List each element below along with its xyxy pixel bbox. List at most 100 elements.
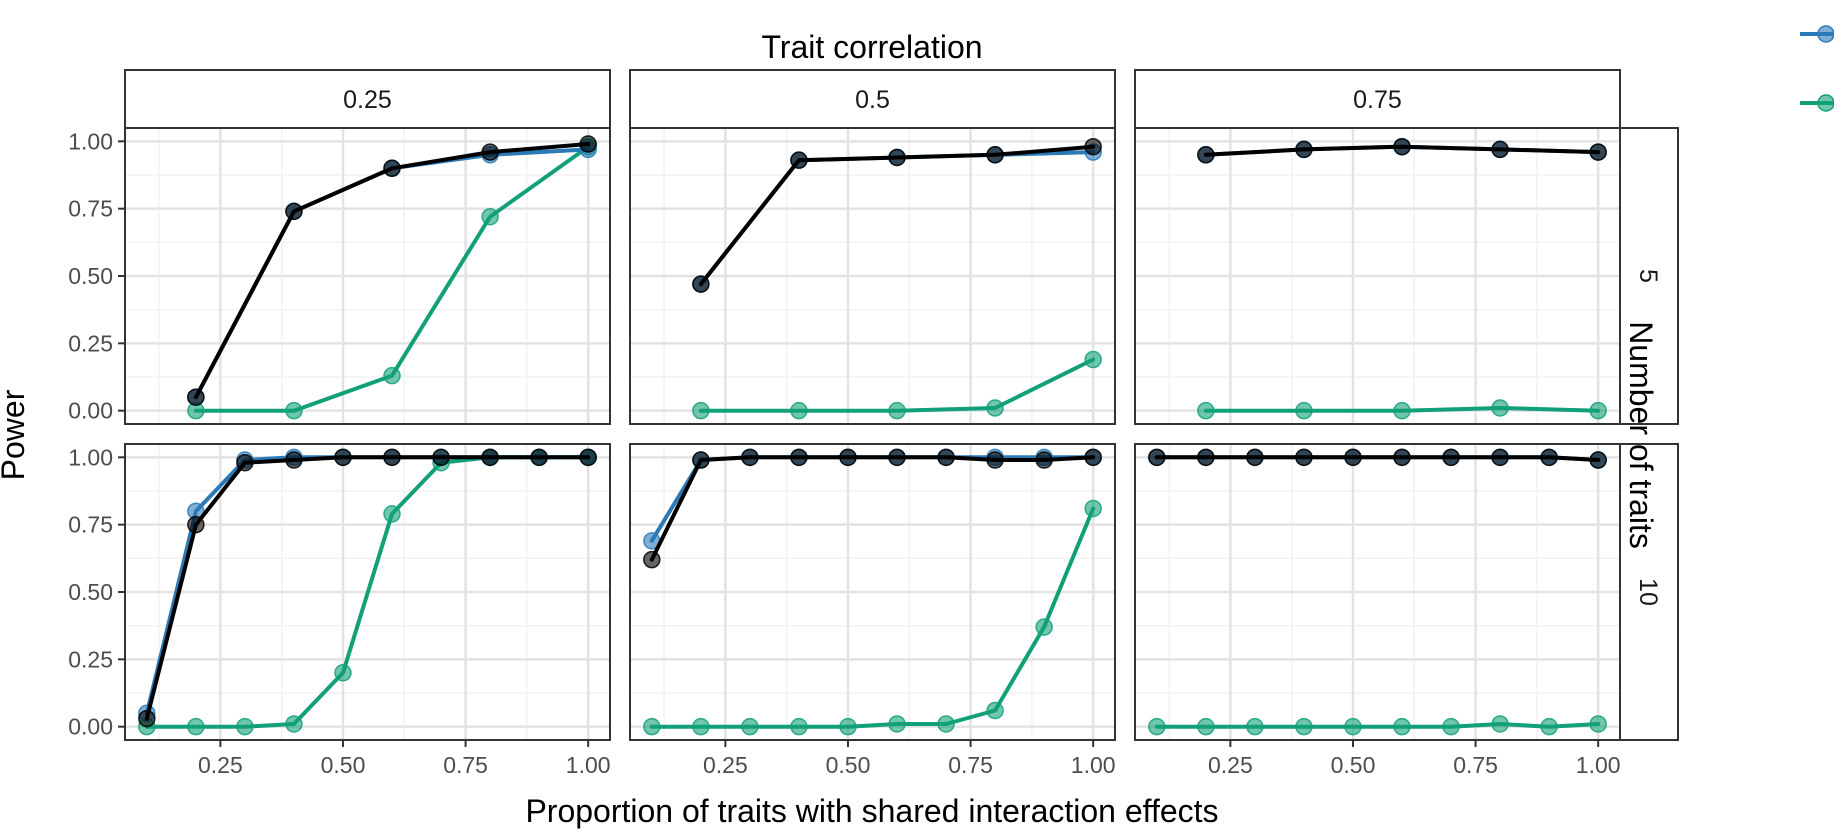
series-point-black: [530, 448, 548, 467]
facet-row-title: Number of traits: [1623, 321, 1659, 549]
series-line-blue: [144, 455, 591, 716]
series-point-green: [937, 715, 955, 733]
series-point-black: [790, 448, 808, 467]
series-point-green: [1491, 715, 1509, 733]
series-point-green: [383, 505, 401, 523]
series-point-black: [986, 146, 1004, 164]
series-point-black: [888, 148, 906, 167]
column-strip: [124, 69, 611, 129]
series-point-black: [1491, 448, 1509, 467]
series-point-black: [1589, 451, 1607, 469]
series-point-black: [187, 388, 205, 406]
series-point-green: [1197, 401, 1215, 420]
series-point-green: [986, 701, 1004, 720]
series-point-black: [692, 275, 710, 293]
x-tick-label: 1.00: [566, 752, 611, 778]
series-point-black: [579, 135, 597, 153]
y-tick-label: 0.50: [68, 579, 113, 605]
series-point-black: [1084, 137, 1102, 156]
series-point-black: [1540, 448, 1558, 467]
y-tick-label: 1.00: [68, 444, 113, 470]
series-point-black: [138, 709, 156, 728]
series-point-black: [1491, 140, 1509, 159]
series-point-green: [285, 715, 303, 733]
series-point-black: [888, 448, 906, 467]
series-line-black: [193, 142, 591, 400]
series-point-green: [790, 401, 808, 420]
text-layer: Trait correlation Proportion of traits w…: [0, 29, 1662, 829]
y-tick-label: 0.25: [68, 646, 113, 672]
series-point-black: [1295, 140, 1313, 159]
series-layer: [138, 135, 1607, 736]
column-strip-label: 0.75: [1353, 86, 1402, 114]
series-point-black: [481, 143, 499, 161]
series-point-black: [986, 451, 1004, 469]
panel-border: [629, 443, 1116, 741]
column-strip: [629, 69, 1116, 129]
series-point-green: [1295, 717, 1313, 736]
legend-key-point-green: [1817, 94, 1834, 112]
series-point-black: [383, 159, 401, 178]
column-strip: [1134, 69, 1621, 129]
x-tick-label: 1.00: [1576, 752, 1621, 778]
row-strip-label: 10: [1634, 578, 1662, 606]
legend-keys: [1800, 25, 1834, 112]
y-axis-label: Power: [0, 389, 31, 480]
series-point-black: [579, 448, 597, 467]
column-strip-label: 0.25: [343, 86, 392, 114]
series-point-green: [1148, 717, 1166, 736]
series-point-black: [692, 451, 710, 469]
x-axis-label: Proportion of traits with shared interac…: [525, 793, 1218, 829]
series-point-black: [1589, 143, 1607, 161]
row-strip: [1619, 127, 1679, 425]
series-point-green: [643, 717, 661, 736]
series-point-black: [790, 151, 808, 169]
frame-layer: [118, 69, 1679, 747]
series-point-black: [285, 202, 303, 221]
x-tick-label: 0.50: [321, 752, 366, 778]
series-point-black: [839, 448, 857, 467]
series-point-black: [1393, 448, 1411, 467]
series-point-black: [334, 448, 352, 467]
series-line-blue: [698, 150, 1096, 287]
facet-column-title: Trait correlation: [761, 29, 982, 65]
series-line-black: [1154, 455, 1601, 462]
series-point-green: [986, 399, 1004, 417]
x-tick-label: 0.75: [443, 752, 488, 778]
series-point-black: [1035, 451, 1053, 469]
grid-layer: [125, 128, 1620, 740]
series-point-black: [1148, 448, 1166, 467]
series-point-green: [187, 717, 205, 736]
series-point-green: [1197, 717, 1215, 736]
series-point-black: [1197, 146, 1215, 164]
legend-key-point-blue: [1817, 25, 1834, 43]
series-point-black: [187, 515, 205, 534]
series-line-black: [144, 455, 591, 721]
series-line-green: [1154, 722, 1601, 729]
series-point-green: [1442, 717, 1460, 736]
series-point-green: [888, 401, 906, 420]
x-tick-label: 1.00: [1071, 752, 1116, 778]
series-point-green: [1589, 715, 1607, 733]
series-point-green: [1491, 399, 1509, 417]
series-point-black: [432, 448, 450, 467]
series-point-green: [692, 401, 710, 420]
x-tick-label: 0.25: [1208, 752, 1253, 778]
y-tick-label: 0.00: [68, 714, 113, 740]
x-tick-label: 0.75: [1453, 752, 1498, 778]
series-point-green: [741, 717, 759, 736]
y-tick-label: 0.75: [68, 196, 113, 222]
series-point-green: [1295, 401, 1313, 420]
series-point-black: [285, 451, 303, 469]
y-tick-label: 0.25: [68, 330, 113, 356]
series-point-black: [1393, 137, 1411, 156]
x-tick-label: 0.50: [1331, 752, 1376, 778]
series-point-green: [1084, 499, 1102, 518]
series-point-black: [937, 448, 955, 467]
series-point-black: [1084, 448, 1102, 467]
series-point-black: [741, 448, 759, 467]
series-point-green: [236, 717, 254, 736]
series-line-black: [698, 144, 1096, 287]
y-tick-label: 0.50: [68, 263, 113, 289]
